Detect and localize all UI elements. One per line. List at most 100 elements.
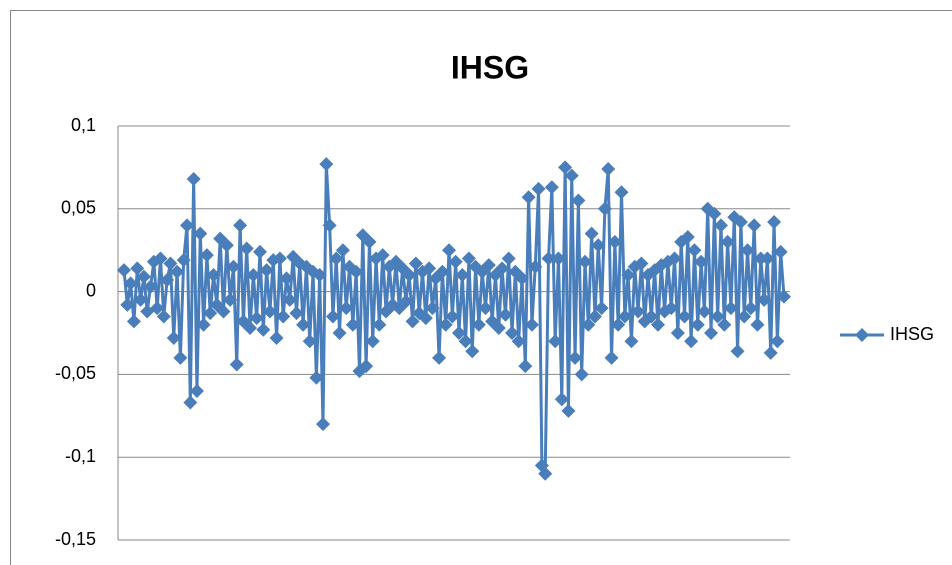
data-point <box>448 254 463 269</box>
data-point <box>713 218 728 233</box>
data-point <box>624 334 639 349</box>
data-point <box>461 251 476 266</box>
data-point <box>349 264 364 279</box>
data-point <box>770 334 785 349</box>
data-point <box>717 317 732 332</box>
data-point <box>521 190 536 205</box>
data-point <box>690 317 705 332</box>
data-point <box>617 309 632 324</box>
legend-label: IHSG <box>890 324 934 344</box>
data-point <box>574 367 589 382</box>
data-point <box>345 317 360 332</box>
data-point <box>408 256 423 271</box>
data-point <box>465 344 480 359</box>
data-point <box>773 244 788 259</box>
data-point <box>611 317 626 332</box>
data-point <box>757 292 772 307</box>
data-point <box>226 259 241 274</box>
y-tick-label: 0,1 <box>71 115 96 135</box>
data-point <box>631 304 646 319</box>
data-point <box>315 417 330 432</box>
data-point <box>564 168 579 183</box>
data-point <box>561 403 576 418</box>
data-point <box>296 317 311 332</box>
data-point <box>259 263 274 278</box>
data-point <box>422 261 437 276</box>
data-point <box>501 251 516 266</box>
y-tick-label: -0,1 <box>65 446 96 466</box>
data-point <box>150 301 165 316</box>
data-point <box>143 279 158 294</box>
legend: IHSG <box>840 324 934 344</box>
data-point <box>309 370 324 385</box>
data-point <box>153 251 168 266</box>
data-point <box>418 311 433 326</box>
data-point <box>289 306 304 321</box>
data-point <box>438 317 453 332</box>
data-point <box>276 309 291 324</box>
data-point <box>584 226 599 241</box>
data-point <box>604 350 619 365</box>
data-point <box>720 234 735 249</box>
data-point <box>601 162 616 177</box>
data-point <box>581 317 596 332</box>
data-point <box>123 276 138 291</box>
data-point <box>199 248 214 263</box>
data-point <box>684 334 699 349</box>
data-point <box>163 256 178 271</box>
data-point <box>694 254 709 269</box>
data-point <box>591 238 606 253</box>
data-point <box>541 251 556 266</box>
data-point <box>239 241 254 256</box>
data-point <box>614 185 629 200</box>
chart-title: IHSG <box>451 49 529 85</box>
data-point <box>196 317 211 332</box>
data-point <box>173 350 188 365</box>
data-point <box>325 309 340 324</box>
data-point <box>269 330 284 345</box>
data-point <box>120 297 135 312</box>
data-point <box>511 334 526 349</box>
data-point <box>670 326 685 340</box>
data-point <box>733 215 748 230</box>
data-point <box>365 334 380 349</box>
data-point <box>644 309 659 324</box>
data-point <box>432 350 447 365</box>
data-point <box>723 301 738 316</box>
data-point <box>136 269 151 284</box>
data-point <box>518 359 533 374</box>
data-point <box>339 301 354 316</box>
data-point <box>332 326 347 340</box>
data-point <box>130 261 145 276</box>
data-point <box>398 294 413 309</box>
data-point <box>445 309 460 324</box>
series-line <box>122 162 786 476</box>
data-point <box>117 263 131 278</box>
data-point <box>455 268 470 283</box>
data-point <box>282 292 297 307</box>
data-point <box>272 251 287 266</box>
data-point <box>266 253 281 268</box>
data-point <box>229 357 244 372</box>
data-point <box>747 218 762 233</box>
data-point <box>176 253 191 268</box>
data-point <box>189 383 204 398</box>
data-point <box>458 334 473 349</box>
data-point <box>372 317 387 332</box>
data-point <box>777 289 791 304</box>
data-point <box>743 301 758 316</box>
data-point <box>760 251 775 266</box>
data-point <box>763 345 778 360</box>
data-point <box>634 256 649 271</box>
data-point <box>524 317 539 332</box>
data-point <box>442 243 457 258</box>
plot <box>117 157 791 481</box>
data-point <box>514 271 529 286</box>
data-point <box>233 218 248 233</box>
data-point <box>548 334 563 349</box>
data-point <box>312 268 327 283</box>
data-point <box>750 317 765 332</box>
data-point <box>471 317 486 332</box>
data-point <box>193 226 208 241</box>
